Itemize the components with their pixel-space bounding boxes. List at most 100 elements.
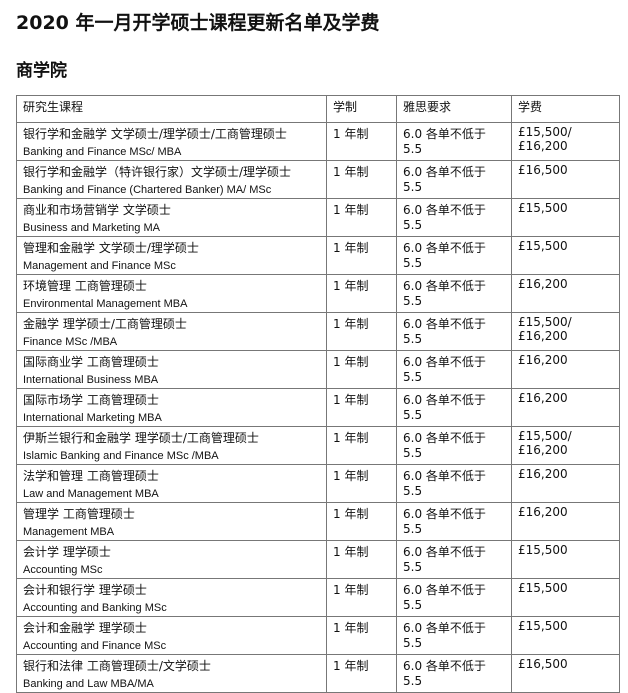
duration-cell: 1 年制 (326, 502, 397, 541)
table-row: 金融学 理学硕士/工商管理硕士 Finance MSc /MBA 1 年制 6.0… (16, 312, 620, 351)
duration-cell: 1 年制 (326, 350, 397, 389)
header-fee: 学费 (511, 95, 620, 123)
ielts-cell: 6.0 各单不低于 5.5 (396, 502, 512, 541)
ielts-cell: 6.0 各单不低于 5.5 (396, 312, 512, 351)
course-en: Finance MSc /MBA (23, 336, 118, 348)
course-en: Banking and Law MBA/MA (23, 678, 154, 690)
section-heading: 商学院 (16, 61, 67, 81)
course-cn: 会计和银行学 理学硕士 (23, 583, 147, 597)
course-en: Banking and Finance (Chartered Banker) M… (23, 184, 272, 196)
fee-cell: £16,200 (511, 388, 620, 427)
ielts-cell: 6.0 各单不低于 5.5 (396, 426, 512, 465)
table-row: 商业和市场营销学 文学硕士 Business and Marketing MA 1… (16, 198, 620, 237)
duration-cell: 1 年制 (326, 654, 397, 693)
duration-cell: 1 年制 (326, 578, 397, 617)
page-title: 2020 年一月开学硕士课程更新名单及学费 (16, 12, 380, 34)
course-cn: 会计学 理学硕士 (23, 545, 111, 559)
fee-cell: £16,200 (511, 502, 620, 541)
course-en: International Marketing MBA (23, 412, 162, 424)
course-cell: 法学和管理 工商管理硕士 Law and Management MBA (16, 464, 327, 503)
table-row: 法学和管理 工商管理硕士 Law and Management MBA 1 年制 … (16, 464, 620, 503)
ielts-cell: 6.0 各单不低于 5.5 (396, 388, 512, 427)
duration-cell: 1 年制 (326, 388, 397, 427)
ielts-cell: 6.0 各单不低于 5.5 (396, 350, 512, 389)
table-row: 管理和金融学 文学硕士/理学硕士 Management and Finance M… (16, 236, 620, 275)
fee-cell: £16,200 (511, 274, 620, 313)
course-cn: 金融学 理学硕士/工商管理硕士 (23, 317, 187, 331)
ielts-cell: 6.0 各单不低于 5.5 (396, 654, 512, 693)
course-cn: 环境管理 工商管理硕士 (23, 279, 147, 293)
duration-cell: 1 年制 (326, 616, 397, 655)
ielts-cell: 6.0 各单不低于 5.5 (396, 464, 512, 503)
ielts-cell: 6.0 各单不低于 5.5 (396, 578, 512, 617)
duration-cell: 1 年制 (326, 540, 397, 579)
ielts-cell: 6.0 各单不低于 5.5 (396, 160, 512, 199)
course-en: Business and Marketing MA (23, 222, 160, 234)
ielts-cell: 6.0 各单不低于 5.5 (396, 540, 512, 579)
fee-cell: £15,500 (511, 198, 620, 237)
table-row: 会计和金融学 理学硕士 Accounting and Finance MSc 1 … (16, 616, 620, 655)
course-en: Law and Management MBA (23, 488, 159, 500)
course-cn: 伊斯兰银行和金融学 理学硕士/工商管理硕士 (23, 431, 259, 445)
course-en: Accounting and Finance MSc (23, 640, 167, 652)
course-cell: 伊斯兰银行和金融学 理学硕士/工商管理硕士 Islamic Banking and… (16, 426, 327, 465)
course-en: International Business MBA (23, 374, 159, 386)
duration-cell: 1 年制 (326, 312, 397, 351)
course-cn: 会计和金融学 理学硕士 (23, 621, 147, 635)
course-cell: 金融学 理学硕士/工商管理硕士 Finance MSc /MBA (16, 312, 327, 351)
course-cell: 管理和金融学 文学硕士/理学硕士 Management and Finance M… (16, 236, 327, 275)
course-table: 研究生课程 学制 雅思要求 学费 银行学和金融学 文学硕士/理学硕士/工商管理硕… (16, 95, 620, 693)
duration-cell: 1 年制 (326, 426, 397, 465)
table-row: 管理学 工商管理硕士 Management MBA 1 年制 6.0 各单不低于 … (16, 502, 620, 541)
fee-cell: £16,200 (511, 464, 620, 503)
course-cell: 会计和金融学 理学硕士 Accounting and Finance MSc (16, 616, 327, 655)
fee-cell: £15,500/£16,200 (511, 122, 620, 161)
course-cn: 商业和市场营销学 文学硕士 (23, 203, 171, 217)
header-course: 研究生课程 (16, 95, 327, 123)
table-row: 会计学 理学硕士 Accounting MSc 1 年制 6.0 各单不低于 5.… (16, 540, 620, 579)
fee-cell: £15,500/£16,200 (511, 426, 620, 465)
course-cn: 国际市场学 工商管理硕士 (23, 393, 159, 407)
course-cell: 银行学和金融学（特许银行家）文学硕士/理学硕士 Banking and Finan… (16, 160, 327, 199)
fee-cell: £16,500 (511, 160, 620, 199)
duration-cell: 1 年制 (326, 274, 397, 313)
header-ielts: 雅思要求 (396, 95, 512, 123)
table-row: 银行学和金融学 文学硕士/理学硕士/工商管理硕士 Banking and Fina… (16, 122, 620, 161)
fee-cell: £15,500 (511, 578, 620, 617)
course-cell: 银行和法律 工商管理硕士/文学硕士 Banking and Law MBA/MA (16, 654, 327, 693)
header-duration: 学制 (326, 95, 397, 123)
course-cn: 管理和金融学 文学硕士/理学硕士 (23, 241, 199, 255)
table-row: 环境管理 工商管理硕士 Environmental Management MBA … (16, 274, 620, 313)
fee-cell: £15,500 (511, 540, 620, 579)
course-cell: 会计学 理学硕士 Accounting MSc (16, 540, 327, 579)
ielts-cell: 6.0 各单不低于 5.5 (396, 274, 512, 313)
course-en: Accounting MSc (23, 564, 103, 576)
fee-cell: £15,500 (511, 616, 620, 655)
ielts-cell: 6.0 各单不低于 5.5 (396, 122, 512, 161)
course-en: Banking and Finance MSc/ MBA (23, 146, 182, 158)
fee-cell: £16,200 (511, 350, 620, 389)
course-en: Environmental Management MBA (23, 298, 188, 310)
course-cn: 银行学和金融学（特许银行家）文学硕士/理学硕士 (23, 165, 292, 179)
course-en: Islamic Banking and Finance MSc /MBA (23, 450, 219, 462)
course-cell: 管理学 工商管理硕士 Management MBA (16, 502, 327, 541)
duration-cell: 1 年制 (326, 160, 397, 199)
table-row: 伊斯兰银行和金融学 理学硕士/工商管理硕士 Islamic Banking and… (16, 426, 620, 465)
table-row: 国际市场学 工商管理硕士 International Marketing MBA … (16, 388, 620, 427)
ielts-cell: 6.0 各单不低于 5.5 (396, 198, 512, 237)
course-cell: 国际市场学 工商管理硕士 International Marketing MBA (16, 388, 327, 427)
course-en: Management and Finance MSc (23, 260, 176, 272)
course-cell: 会计和银行学 理学硕士 Accounting and Banking MSc (16, 578, 327, 617)
duration-cell: 1 年制 (326, 236, 397, 275)
fee-cell: £15,500/£16,200 (511, 312, 620, 351)
course-cell: 商业和市场营销学 文学硕士 Business and Marketing MA (16, 198, 327, 237)
course-cn: 法学和管理 工商管理硕士 (23, 469, 159, 483)
table-row: 银行学和金融学（特许银行家）文学硕士/理学硕士 Banking and Finan… (16, 160, 620, 199)
ielts-cell: 6.0 各单不低于 5.5 (396, 616, 512, 655)
table-row: 国际商业学 工商管理硕士 International Business MBA 1… (16, 350, 620, 389)
table-header-row: 研究生课程 学制 雅思要求 学费 (16, 95, 620, 123)
course-cell: 银行学和金融学 文学硕士/理学硕士/工商管理硕士 Banking and Fina… (16, 122, 327, 161)
course-cn: 银行学和金融学 文学硕士/理学硕士/工商管理硕士 (23, 127, 287, 141)
course-cn: 国际商业学 工商管理硕士 (23, 355, 159, 369)
fee-cell: £15,500 (511, 236, 620, 275)
